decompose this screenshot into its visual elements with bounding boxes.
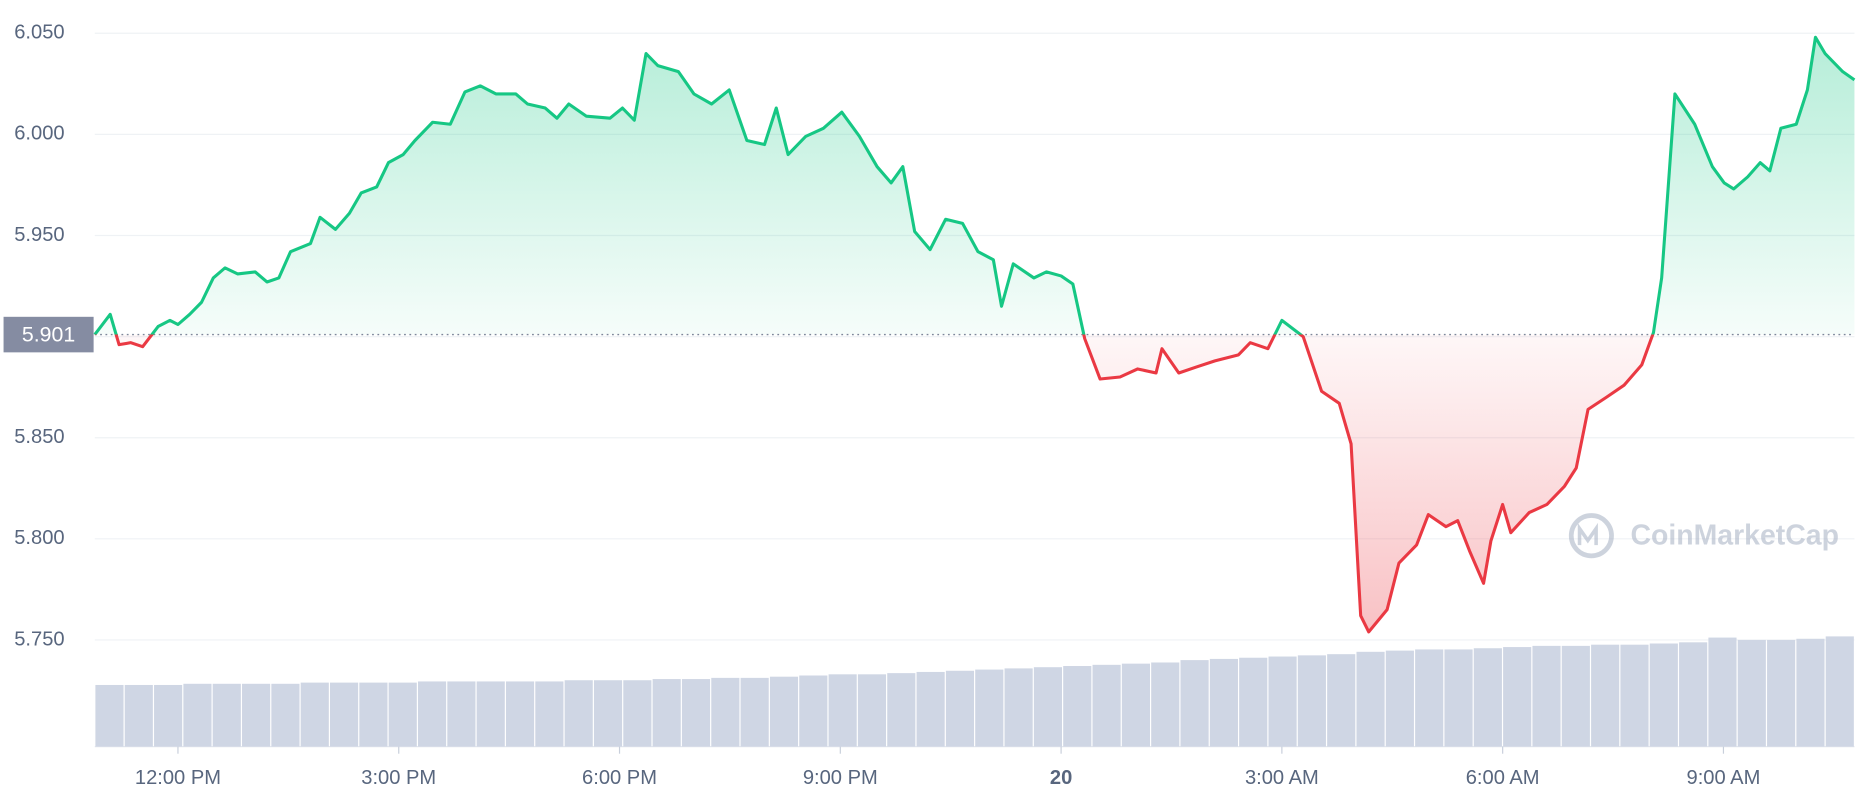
volume-bar — [623, 680, 652, 747]
volume-bar — [1180, 660, 1209, 747]
volume-bar — [828, 674, 857, 747]
volume-bar — [212, 683, 241, 747]
volume-bars — [95, 636, 1854, 747]
x-tick-label: 3:00 PM — [361, 767, 436, 789]
volume-bar — [1503, 647, 1532, 747]
volume-bar — [1209, 658, 1238, 747]
volume-bar — [183, 683, 212, 747]
volume-bar — [564, 680, 593, 747]
volume-bar — [1796, 638, 1825, 747]
volume-bar — [857, 674, 887, 747]
volume-bar — [1767, 639, 1796, 747]
volume-bar — [1620, 644, 1649, 747]
volume-bar — [975, 669, 1004, 747]
y-tick-label: 6.050 — [14, 22, 64, 44]
y-tick-label: 5.750 — [14, 628, 64, 650]
volume-bar — [1649, 643, 1678, 747]
volume-bar — [1151, 662, 1180, 747]
x-tick-label: 20 — [1050, 767, 1072, 789]
volume-bar — [417, 681, 447, 747]
volume-bar — [447, 681, 476, 747]
volume-bar — [945, 670, 975, 747]
volume-bar — [1591, 644, 1620, 747]
volume-bar — [711, 677, 740, 747]
volume-bar — [1121, 663, 1150, 747]
volume-bar — [271, 683, 300, 747]
volume-bar — [887, 673, 916, 747]
volume-bar — [1033, 667, 1063, 747]
y-tick-label: 5.950 — [14, 224, 64, 246]
volume-bar — [681, 679, 711, 747]
volume-bar — [1825, 636, 1854, 747]
volume-bar — [652, 679, 681, 747]
volume-bar — [388, 682, 417, 747]
volume-bar — [1473, 648, 1502, 747]
volume-bar — [154, 684, 183, 747]
x-tick-label: 3:00 AM — [1245, 767, 1319, 789]
volume-bar — [476, 681, 505, 747]
x-tick-label: 6:00 AM — [1466, 767, 1540, 789]
volume-bar — [1327, 654, 1356, 747]
volume-bar — [916, 671, 945, 747]
volume-bar — [1268, 656, 1297, 747]
volume-bar — [535, 681, 564, 747]
volume-bar — [505, 681, 535, 747]
volume-bar — [95, 684, 124, 747]
volume-bar — [1092, 664, 1121, 747]
x-tick-label: 9:00 PM — [803, 767, 878, 789]
volume-bar — [1239, 657, 1268, 747]
volume-bar — [769, 676, 799, 747]
volume-bar — [1297, 655, 1326, 747]
volume-bar — [799, 675, 828, 747]
volume-bar — [359, 682, 388, 747]
volume-bar — [1679, 642, 1708, 747]
volume-bar — [1063, 666, 1092, 747]
volume-bar — [1004, 668, 1033, 747]
volume-bar — [593, 680, 623, 747]
volume-bar — [124, 684, 153, 747]
volume-bar — [740, 677, 769, 747]
volume-bar — [1561, 645, 1590, 747]
volume-bar — [1385, 650, 1414, 747]
plot — [93, 35, 1856, 634]
baseline-label-box — [3, 316, 94, 353]
volume-bar — [300, 682, 329, 747]
x-tick-label: 12:00 PM — [135, 767, 221, 789]
watermark: CoinMarketCap — [1568, 513, 1839, 559]
y-tick-label: 5.800 — [14, 527, 64, 549]
y-tick-label: 5.850 — [14, 426, 64, 448]
volume-bar — [1415, 649, 1444, 747]
labels: 5.7505.8005.8505.9005.9506.0006.05012:00… — [3, 22, 1761, 789]
volume-bar — [242, 683, 271, 747]
volume-bar — [1708, 637, 1737, 747]
price-line — [93, 35, 1856, 634]
watermark-logo-mark — [1577, 522, 1598, 546]
volume-bar — [1356, 651, 1385, 747]
volume-bar — [1532, 645, 1561, 747]
volume-bar — [1444, 649, 1473, 747]
baseline-label: 5.901 — [22, 322, 75, 346]
watermark-logo — [1568, 513, 1614, 559]
x-tick-label: 6:00 PM — [582, 767, 657, 789]
price-area — [94, 37, 1855, 632]
volume-bar — [330, 682, 359, 747]
volume-bar — [1737, 639, 1766, 747]
y-tick-label: 6.000 — [14, 123, 64, 145]
watermark-text: CoinMarketCap — [1630, 519, 1838, 551]
x-tick-label: 9:00 AM — [1687, 767, 1761, 789]
